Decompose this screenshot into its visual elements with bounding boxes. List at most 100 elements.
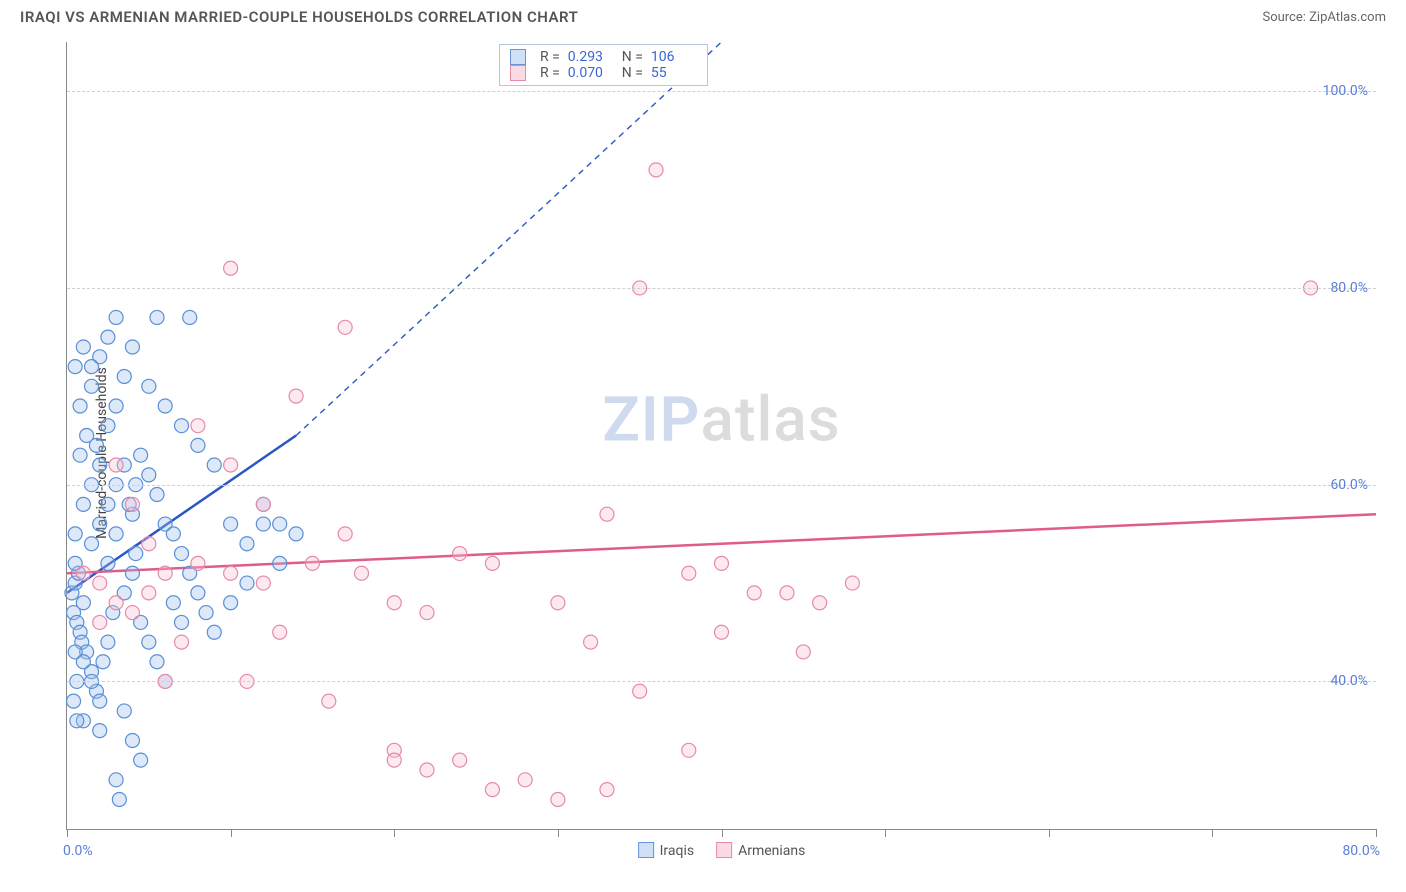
data-point [305, 556, 319, 570]
legend-swatch-iraqis [638, 842, 654, 858]
data-point [715, 625, 729, 639]
data-point [207, 625, 221, 639]
data-point [76, 340, 90, 354]
data-point [600, 783, 614, 797]
data-point [780, 586, 794, 600]
scatter-points-layer [67, 42, 1376, 829]
data-point [224, 566, 238, 580]
data-point [175, 547, 189, 561]
data-point [420, 606, 434, 620]
data-point [70, 714, 84, 728]
n-value-armenians: 55 [651, 65, 697, 81]
data-point [109, 399, 123, 413]
data-point [747, 586, 761, 600]
data-point [158, 399, 172, 413]
data-point [85, 537, 99, 551]
data-point [117, 369, 131, 383]
data-point [273, 625, 287, 639]
x-axis-max-label: 80.0% [1342, 843, 1380, 859]
data-point [796, 645, 810, 659]
data-point [845, 576, 859, 590]
data-point [453, 547, 467, 561]
data-point [289, 389, 303, 403]
stats-legend-box: R =0.293 N =106 R =0.070 N =55 [499, 44, 708, 86]
bottom-legend: Iraqis Armenians [638, 842, 806, 859]
data-point [93, 694, 107, 708]
swatch-armenians [510, 65, 526, 81]
data-point [191, 419, 205, 433]
swatch-iraqis [510, 49, 526, 65]
data-point [256, 497, 270, 511]
legend-item-iraqis: Iraqis [638, 842, 694, 859]
data-point [142, 468, 156, 482]
data-point [191, 438, 205, 452]
data-point [338, 527, 352, 541]
data-point [183, 310, 197, 324]
y-tick-label: 100.0% [1323, 83, 1368, 99]
data-point [109, 527, 123, 541]
data-point [68, 360, 82, 374]
data-point [175, 419, 189, 433]
data-point [199, 606, 213, 620]
data-point [240, 537, 254, 551]
data-point [109, 773, 123, 787]
r-value-armenians: 0.070 [568, 65, 614, 81]
data-point [85, 379, 99, 393]
data-point [715, 556, 729, 570]
y-tick-label: 80.0% [1330, 280, 1368, 296]
data-point [453, 753, 467, 767]
x-axis-min-label: 0.0% [63, 843, 93, 859]
data-point [682, 743, 696, 757]
data-point [355, 566, 369, 580]
data-point [191, 556, 205, 570]
data-point [256, 576, 270, 590]
data-point [125, 340, 139, 354]
chart-container: Married-couple Households ZIPatlas R =0.… [20, 38, 1386, 868]
data-point [142, 635, 156, 649]
data-point [129, 547, 143, 561]
data-point [682, 566, 696, 580]
data-point [387, 596, 401, 610]
data-point [109, 310, 123, 324]
data-point [101, 497, 115, 511]
data-point [551, 792, 565, 806]
data-point [273, 556, 287, 570]
y-tick-label: 60.0% [1330, 477, 1368, 493]
data-point [101, 419, 115, 433]
data-point [256, 517, 270, 531]
data-point [76, 655, 90, 669]
data-point [93, 615, 107, 629]
data-point [134, 448, 148, 462]
data-point [518, 773, 532, 787]
data-point [125, 497, 139, 511]
source-attribution: Source: ZipAtlas.com [1262, 10, 1386, 25]
data-point [142, 537, 156, 551]
data-point [551, 596, 565, 610]
data-point [150, 655, 164, 669]
data-point [125, 733, 139, 747]
n-value-iraqis: 106 [651, 49, 697, 65]
data-point [338, 320, 352, 334]
data-point [224, 261, 238, 275]
data-point [76, 497, 90, 511]
data-point [73, 399, 87, 413]
data-point [150, 488, 164, 502]
data-point [485, 556, 499, 570]
data-point [175, 635, 189, 649]
data-point [85, 360, 99, 374]
data-point [150, 310, 164, 324]
data-point [322, 694, 336, 708]
data-point [101, 556, 115, 570]
data-point [420, 763, 434, 777]
data-point [112, 792, 126, 806]
data-point [158, 566, 172, 580]
data-point [76, 596, 90, 610]
data-point [134, 753, 148, 767]
data-point [224, 517, 238, 531]
data-point [93, 458, 107, 472]
data-point [89, 438, 103, 452]
data-point [125, 606, 139, 620]
data-point [387, 753, 401, 767]
data-point [117, 704, 131, 718]
data-point [485, 783, 499, 797]
